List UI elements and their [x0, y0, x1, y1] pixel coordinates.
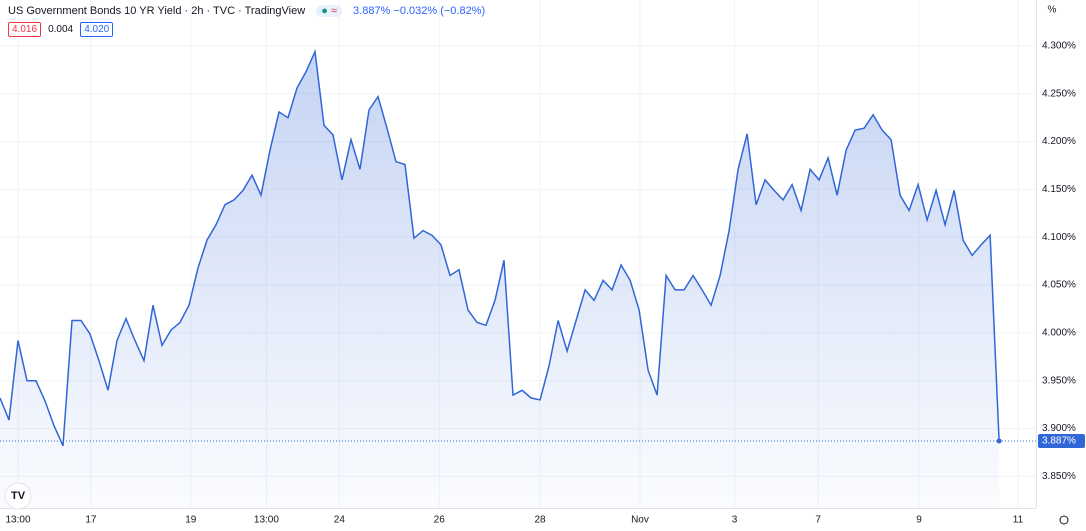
x-tick-label: 13:00	[5, 515, 30, 526]
y-tick-label: 3.950%	[1042, 375, 1076, 386]
x-tick-label: 19	[185, 515, 197, 526]
x-tick-label: Nov	[631, 515, 649, 526]
x-tick-label: 11	[1013, 515, 1024, 526]
y-unit: %	[1048, 5, 1057, 16]
line	[0, 48, 1000, 447]
title: US Government Bonds 10 YR Yield · 2h · T…	[8, 5, 306, 17]
y-tick-label: 4.100%	[1042, 232, 1076, 243]
x-tick-label: 28	[534, 515, 546, 526]
quote-change-pct: (−0.82%)	[440, 5, 486, 17]
y-tick-label: 4.200%	[1042, 136, 1076, 147]
svg-text:TV: TV	[11, 490, 26, 502]
quote-last: 3.887%	[353, 5, 391, 17]
x-tick-label: 13:00	[254, 515, 279, 526]
settings-icon[interactable]	[1059, 515, 1069, 525]
x-tick-label: 24	[334, 515, 346, 526]
y-tick-label: 4.000%	[1042, 328, 1076, 339]
x-tick-label: 7	[815, 515, 821, 526]
bid-box[interactable]: 4.016	[8, 22, 42, 37]
y-tick-label: 4.250%	[1042, 88, 1076, 99]
x-tick-label: 3	[732, 515, 738, 526]
x-tick-label: 26	[434, 515, 446, 526]
area-fill	[0, 51, 1000, 508]
y-tick-label: 3.900%	[1042, 423, 1076, 434]
spread: 0.004	[48, 24, 74, 35]
x-tick-label: 17	[85, 515, 97, 526]
y-tick-label: 3.850%	[1042, 471, 1076, 482]
y-tick-label: 4.050%	[1042, 280, 1076, 291]
last-point	[996, 438, 1002, 444]
last-price-label: 3.887%	[1042, 436, 1076, 447]
y-tick-label: 4.300%	[1042, 41, 1076, 52]
x-tick-label: 9	[916, 515, 922, 526]
status-badge[interactable]: ● ≈	[316, 5, 342, 17]
tv-logo: TV	[4, 482, 32, 510]
header: US Government Bonds 10 YR Yield · 2h · T…	[8, 5, 485, 37]
ask-box[interactable]: 4.020	[80, 22, 114, 37]
last-price-tag	[1038, 434, 1085, 449]
quote-change: −0.032%	[393, 5, 438, 17]
y-tick-label: 4.150%	[1042, 184, 1076, 195]
